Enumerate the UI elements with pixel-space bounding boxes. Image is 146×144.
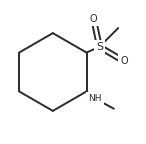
Text: S: S [96,42,103,52]
Text: O: O [120,56,128,66]
Text: NH: NH [88,94,102,103]
Text: O: O [90,14,98,24]
